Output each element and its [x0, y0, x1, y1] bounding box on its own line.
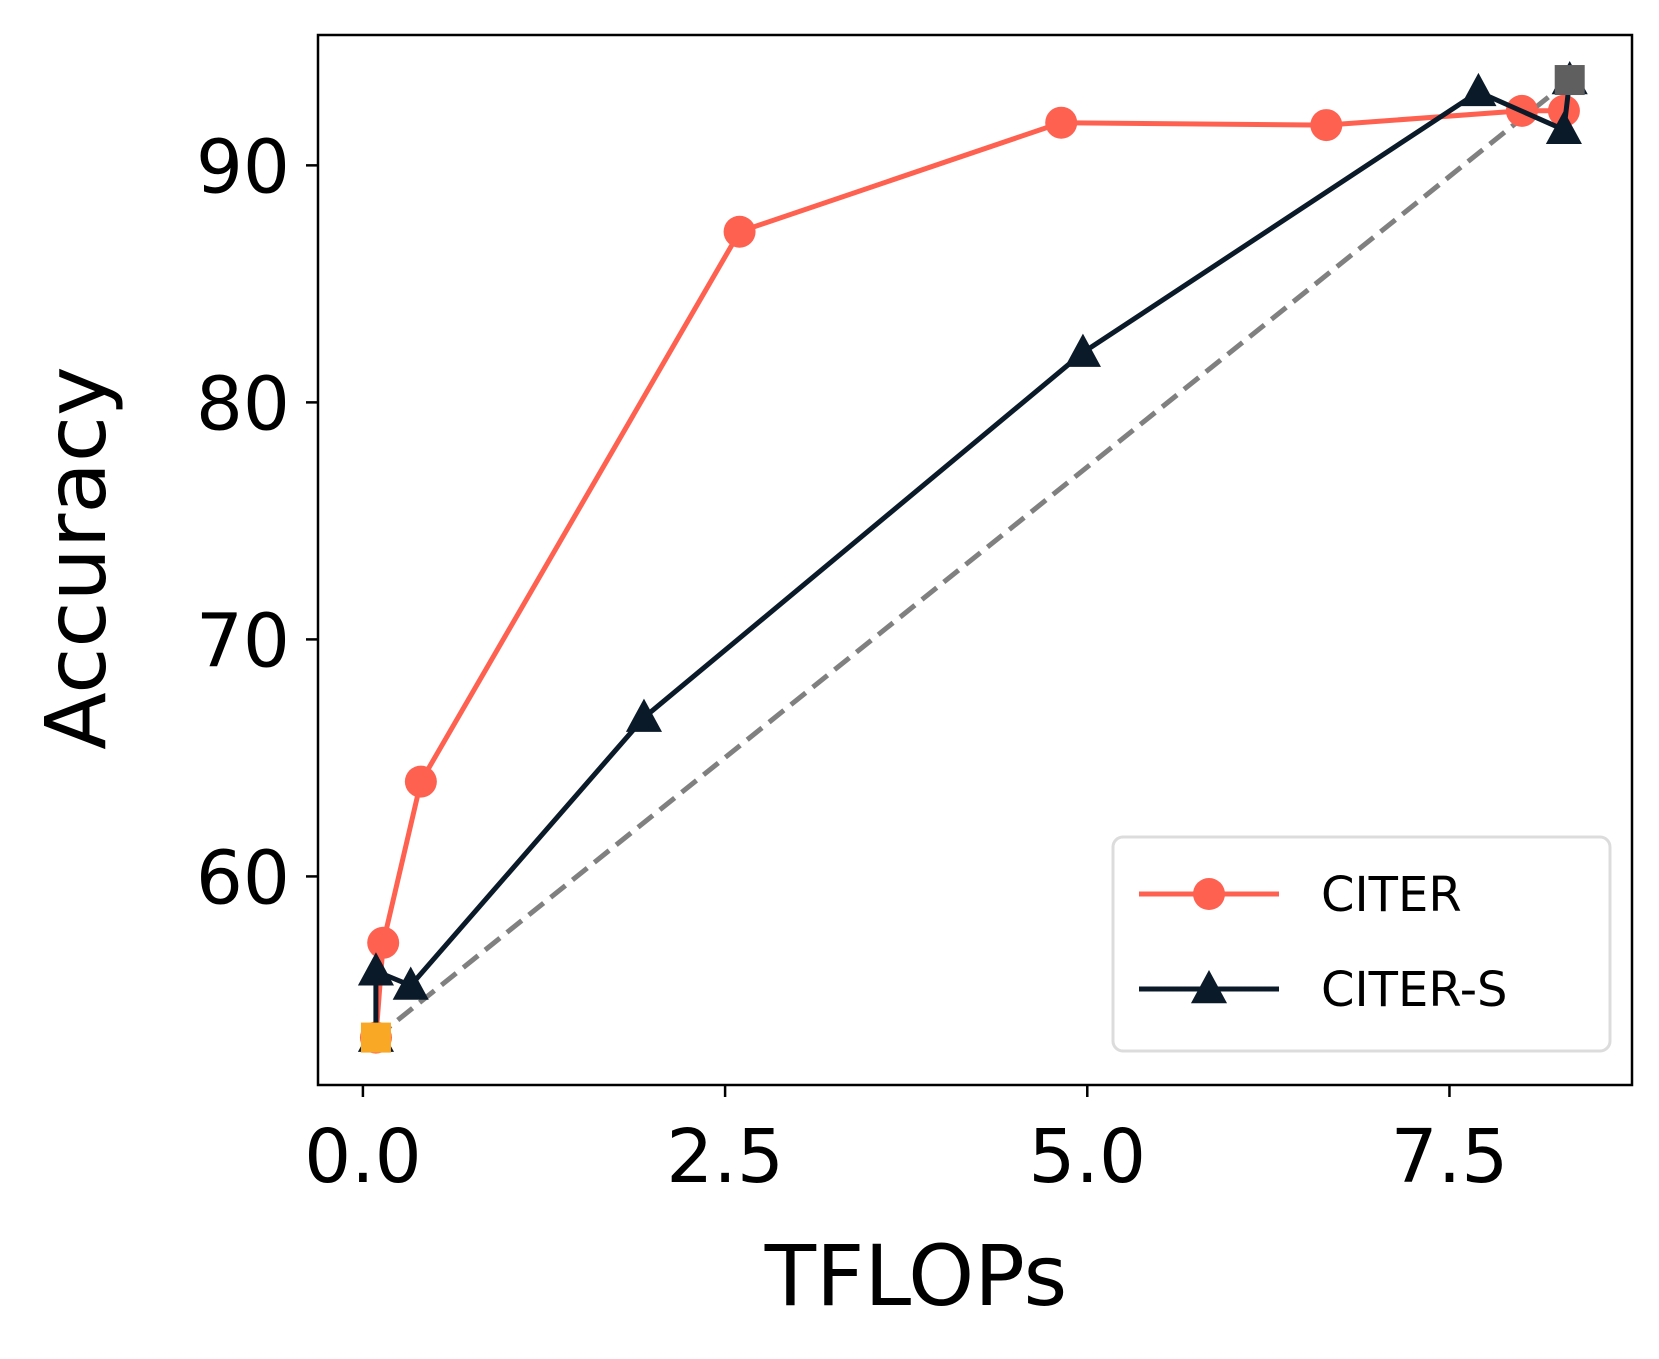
plot-area — [357, 61, 1588, 1054]
x-axis-label: TFLOPs — [764, 1227, 1068, 1325]
x-tick-label: 0.0 — [304, 1114, 422, 1200]
y-axis-label: Accuracy — [27, 366, 125, 750]
legend-box — [1111, 835, 1612, 1053]
data-point-large-model — [1554, 65, 1585, 96]
y-tick-label: 80 — [196, 361, 290, 447]
x-tick-label: 5.0 — [1028, 1114, 1146, 1200]
y-tick-label: 70 — [196, 598, 290, 684]
axes: 0.0 2.5 5.0 7.5 60 70 80 90 — [196, 33, 1634, 1200]
axes-frame — [316, 33, 1634, 1087]
data-point-citer — [1310, 109, 1343, 142]
legend: CITER CITER-S — [1111, 835, 1612, 1053]
data-point-citer — [367, 926, 400, 959]
legend-marker-citer — [1193, 878, 1225, 910]
series-line-baseline — [374, 78, 1572, 1040]
series-line-citer — [373, 108, 1564, 1038]
x-tick-label: 2.5 — [666, 1114, 784, 1200]
data-point-citer-s — [357, 952, 394, 986]
legend-label-citer: CITER — [1321, 867, 1462, 923]
data-point-citer-s — [392, 966, 429, 1000]
data-point-citer-s — [625, 698, 663, 732]
y-tick-label: 90 — [196, 124, 290, 210]
data-point-citer-s — [1545, 110, 1582, 145]
legend-marker-citer-s — [1190, 970, 1228, 1004]
y-tick-label: 60 — [196, 835, 290, 921]
data-point-small-model — [360, 1022, 391, 1053]
x-tick-label: 7.5 — [1391, 1114, 1509, 1200]
data-point-citer — [723, 215, 756, 248]
data-point-citer-s — [1460, 72, 1497, 107]
data-point-citer — [1045, 106, 1078, 139]
plot-content — [357, 61, 1588, 1054]
legend-label-citer-s: CITER-S — [1321, 962, 1508, 1018]
data-point-citer-s — [1064, 333, 1101, 367]
data-point-citer — [404, 765, 437, 798]
